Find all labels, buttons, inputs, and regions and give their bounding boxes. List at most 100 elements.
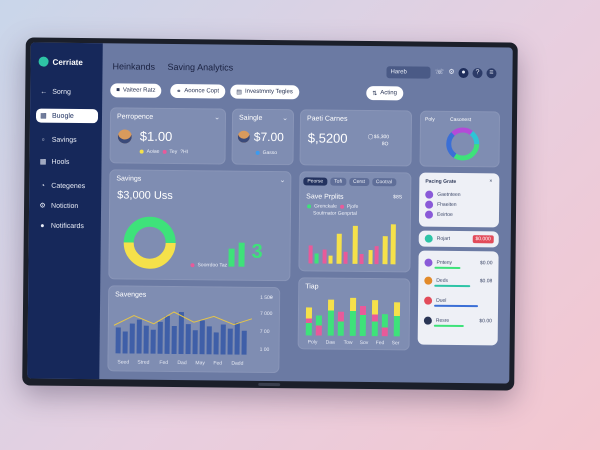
- progress-bar: [434, 284, 471, 288]
- list-item-label: Pnteny: [436, 259, 453, 266]
- bar: [115, 327, 121, 354]
- menu-icon[interactable]: ≡: [486, 68, 497, 79]
- sort-icon: ⇅: [372, 90, 378, 97]
- card-title: Tiap: [305, 283, 319, 291]
- acting-label: Acting: [380, 90, 398, 97]
- avatar: [237, 130, 250, 143]
- sidebar-item-hools[interactable]: ▦ Hools: [35, 155, 97, 170]
- arrow-left-icon: ←: [40, 88, 48, 96]
- bar: [136, 319, 142, 354]
- legend-dot: [162, 149, 167, 154]
- sidebar-item-buogle[interactable]: ▦ Buogle: [35, 108, 99, 124]
- settings-icon[interactable]: ⚙: [448, 68, 455, 76]
- grid-icon: ▦: [39, 158, 47, 166]
- trap-card: Tiap Poly Daa Tow Sov Fed Ser: [297, 277, 411, 351]
- sidebar-item-label: Notificards: [50, 222, 84, 230]
- pie-icon: ◔: [40, 182, 45, 190]
- legend: Soorrdoo Taz: [190, 262, 227, 269]
- x-tick: Sov: [359, 339, 369, 347]
- list-item-value: $0.08: [479, 278, 493, 285]
- bar: [390, 224, 396, 265]
- legend-label: Aoiae: [146, 148, 160, 155]
- bar: [315, 315, 322, 336]
- tab-cootral[interactable]: Cootral: [371, 178, 397, 187]
- tab-tofi[interactable]: Tofi: [330, 177, 347, 186]
- y-tick: 7 000: [259, 310, 273, 318]
- bar: [238, 242, 245, 267]
- paid-card: Paeti Carnes $,5200 $5,300 8O ◯: [299, 109, 413, 167]
- tab-peorse[interactable]: Peorse: [303, 177, 328, 186]
- bar: [352, 225, 358, 264]
- bar: [314, 253, 319, 264]
- sidebar-item-categenes[interactable]: ◔ Categenes: [35, 179, 97, 194]
- savings-small-value: $7.00: [253, 129, 284, 145]
- x-tick: Stred: [137, 359, 150, 366]
- sidebar-item-savings[interactable]: ▫ Savings: [36, 133, 98, 148]
- sidebar-item-label: Hools: [51, 158, 70, 166]
- donut-segment: [123, 216, 176, 269]
- transactions-panel: Pnteny $0.00 Deds $0.08 Duel Resre $0.00: [417, 250, 499, 346]
- legend-dot: [139, 149, 144, 154]
- chip-label: Vaiteer Ratz: [122, 87, 156, 94]
- sidebar-item-sorng[interactable]: ← Sorng: [36, 85, 98, 100]
- list-item[interactable]: Gaetnteen: [425, 190, 493, 200]
- bar: [308, 245, 313, 264]
- chevron-down-icon[interactable]: ⌄: [282, 115, 289, 123]
- paid-side2: 8O: [381, 141, 389, 148]
- close-icon[interactable]: ×: [489, 178, 493, 185]
- list-item[interactable]: Fhaeiten: [425, 200, 493, 210]
- tab-cerst[interactable]: Cerst: [348, 177, 369, 187]
- bar: [337, 311, 344, 336]
- performance-value: $1.00: [139, 128, 173, 144]
- sidebar-item-label: Notiction: [51, 202, 79, 210]
- help-icon[interactable]: ?: [472, 68, 483, 79]
- item-icon: [424, 296, 433, 305]
- legend-dot: [255, 150, 260, 155]
- chip-aoonce-copt[interactable]: ⚭ Aoonce Copt: [170, 83, 226, 99]
- sidebar-item-label: Categenes: [51, 182, 86, 190]
- chevron-down-icon[interactable]: ⌄: [279, 177, 286, 185]
- legend-label: Soutrnator Genprtal: [312, 210, 357, 217]
- sidebar-item-notificards[interactable]: ● Notificards: [35, 219, 97, 234]
- chip-investmnty-tegles[interactable]: ▤ Investmnty Tegles: [230, 84, 299, 100]
- save-profits-card: Peorse Tofi Cerst Cootral Save Prplits $…: [298, 171, 412, 273]
- logo-icon: [38, 56, 49, 67]
- acting-button[interactable]: ⇅ Acting: [366, 86, 404, 101]
- x-tick: Fed: [159, 359, 169, 366]
- monitor-logo: [258, 382, 281, 387]
- bar: [327, 299, 335, 336]
- progress-bar: [433, 324, 464, 328]
- chip-vaiteer-ratz[interactable]: ■ Vaiteer Ratz: [110, 83, 162, 98]
- search-input[interactable]: Hareb: [386, 66, 431, 79]
- bar: [227, 328, 233, 355]
- tab-bar: Peorse Tofi Cerst Cootral: [303, 177, 397, 187]
- legend: Soutrnator Genprtal: [313, 210, 357, 216]
- list-item[interactable]: Eeirtoe: [424, 210, 493, 220]
- list-item-value: $0.00: [479, 318, 492, 325]
- sidebar-item-notiction[interactable]: ⚙ Notiction: [35, 199, 97, 214]
- bell-icon[interactable]: ☏: [435, 68, 444, 76]
- document-icon: ▦: [40, 112, 47, 120]
- tag-button[interactable]: $0.000: [472, 235, 494, 244]
- page-title: Heinkands Saving Analytics: [112, 61, 233, 72]
- panel-title: Pacing Grate: [425, 178, 457, 185]
- bar: [368, 250, 373, 265]
- savings-value: $3,000 Uss: [117, 189, 173, 202]
- clock-icon: ◯: [367, 134, 374, 141]
- bar: [305, 307, 313, 336]
- list-item-label: Deds: [436, 277, 449, 284]
- item-icon: [425, 190, 434, 199]
- bar: [374, 246, 379, 265]
- chevron-down-icon[interactable]: ⌄: [214, 114, 221, 122]
- brand[interactable]: Cerriate: [38, 56, 83, 67]
- x-tick: Tow: [343, 339, 353, 346]
- item-icon: [424, 234, 433, 243]
- list-item-label: Resre: [435, 317, 450, 324]
- avatar[interactable]: ●: [458, 67, 469, 79]
- user-icon: ●: [40, 222, 45, 230]
- y-tick: 1 00: [259, 346, 270, 354]
- progress-bar: [434, 266, 461, 269]
- chip-label: Investmnty Tegles: [244, 88, 293, 96]
- bar: [164, 315, 170, 354]
- bar: [122, 331, 128, 354]
